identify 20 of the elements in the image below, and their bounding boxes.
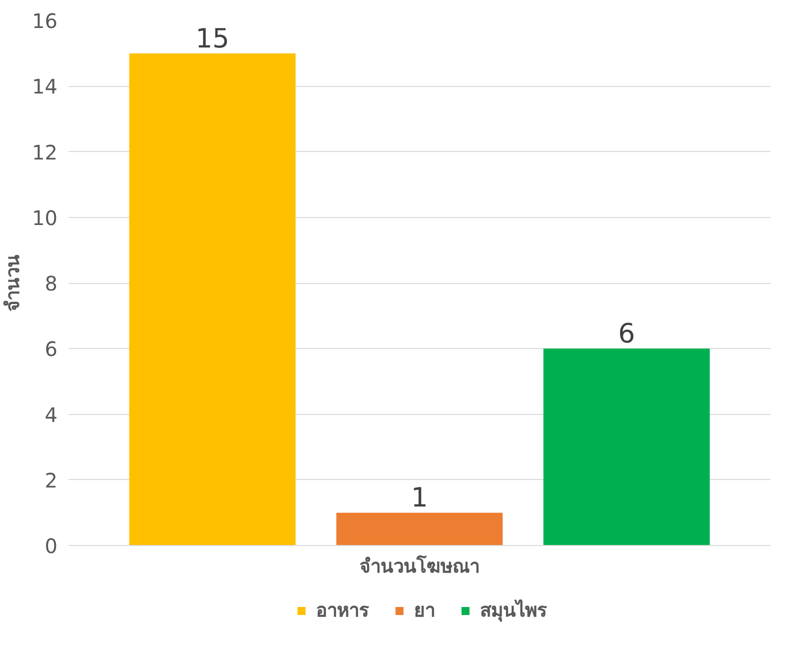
- bar: [543, 348, 710, 546]
- x-axis-title: จำนวนโฆษณา: [360, 554, 480, 578]
- bar: [129, 53, 296, 546]
- y-tick-label: 2: [44, 468, 58, 492]
- y-tick-label: 10: [32, 206, 58, 230]
- bar: [336, 512, 503, 546]
- legend-label: อาหาร: [316, 600, 369, 624]
- data-label: 15: [195, 23, 230, 54]
- y-tick-label: 0: [44, 534, 58, 558]
- data-label: 1: [411, 482, 428, 514]
- y-tick-label: 14: [32, 74, 58, 99]
- y-tick-label: 6: [44, 337, 58, 362]
- y-tick-label: 8: [44, 272, 58, 296]
- y-tick-label: 12: [32, 140, 58, 164]
- data-label: 6: [618, 318, 636, 350]
- legend-label: ยา: [414, 600, 435, 624]
- y-tick-label: 4: [44, 402, 58, 427]
- y-axis-title: จำนวน: [3, 254, 24, 312]
- y-tick-label: 16: [32, 9, 58, 33]
- legend-label: สมุนไพร: [480, 598, 547, 624]
